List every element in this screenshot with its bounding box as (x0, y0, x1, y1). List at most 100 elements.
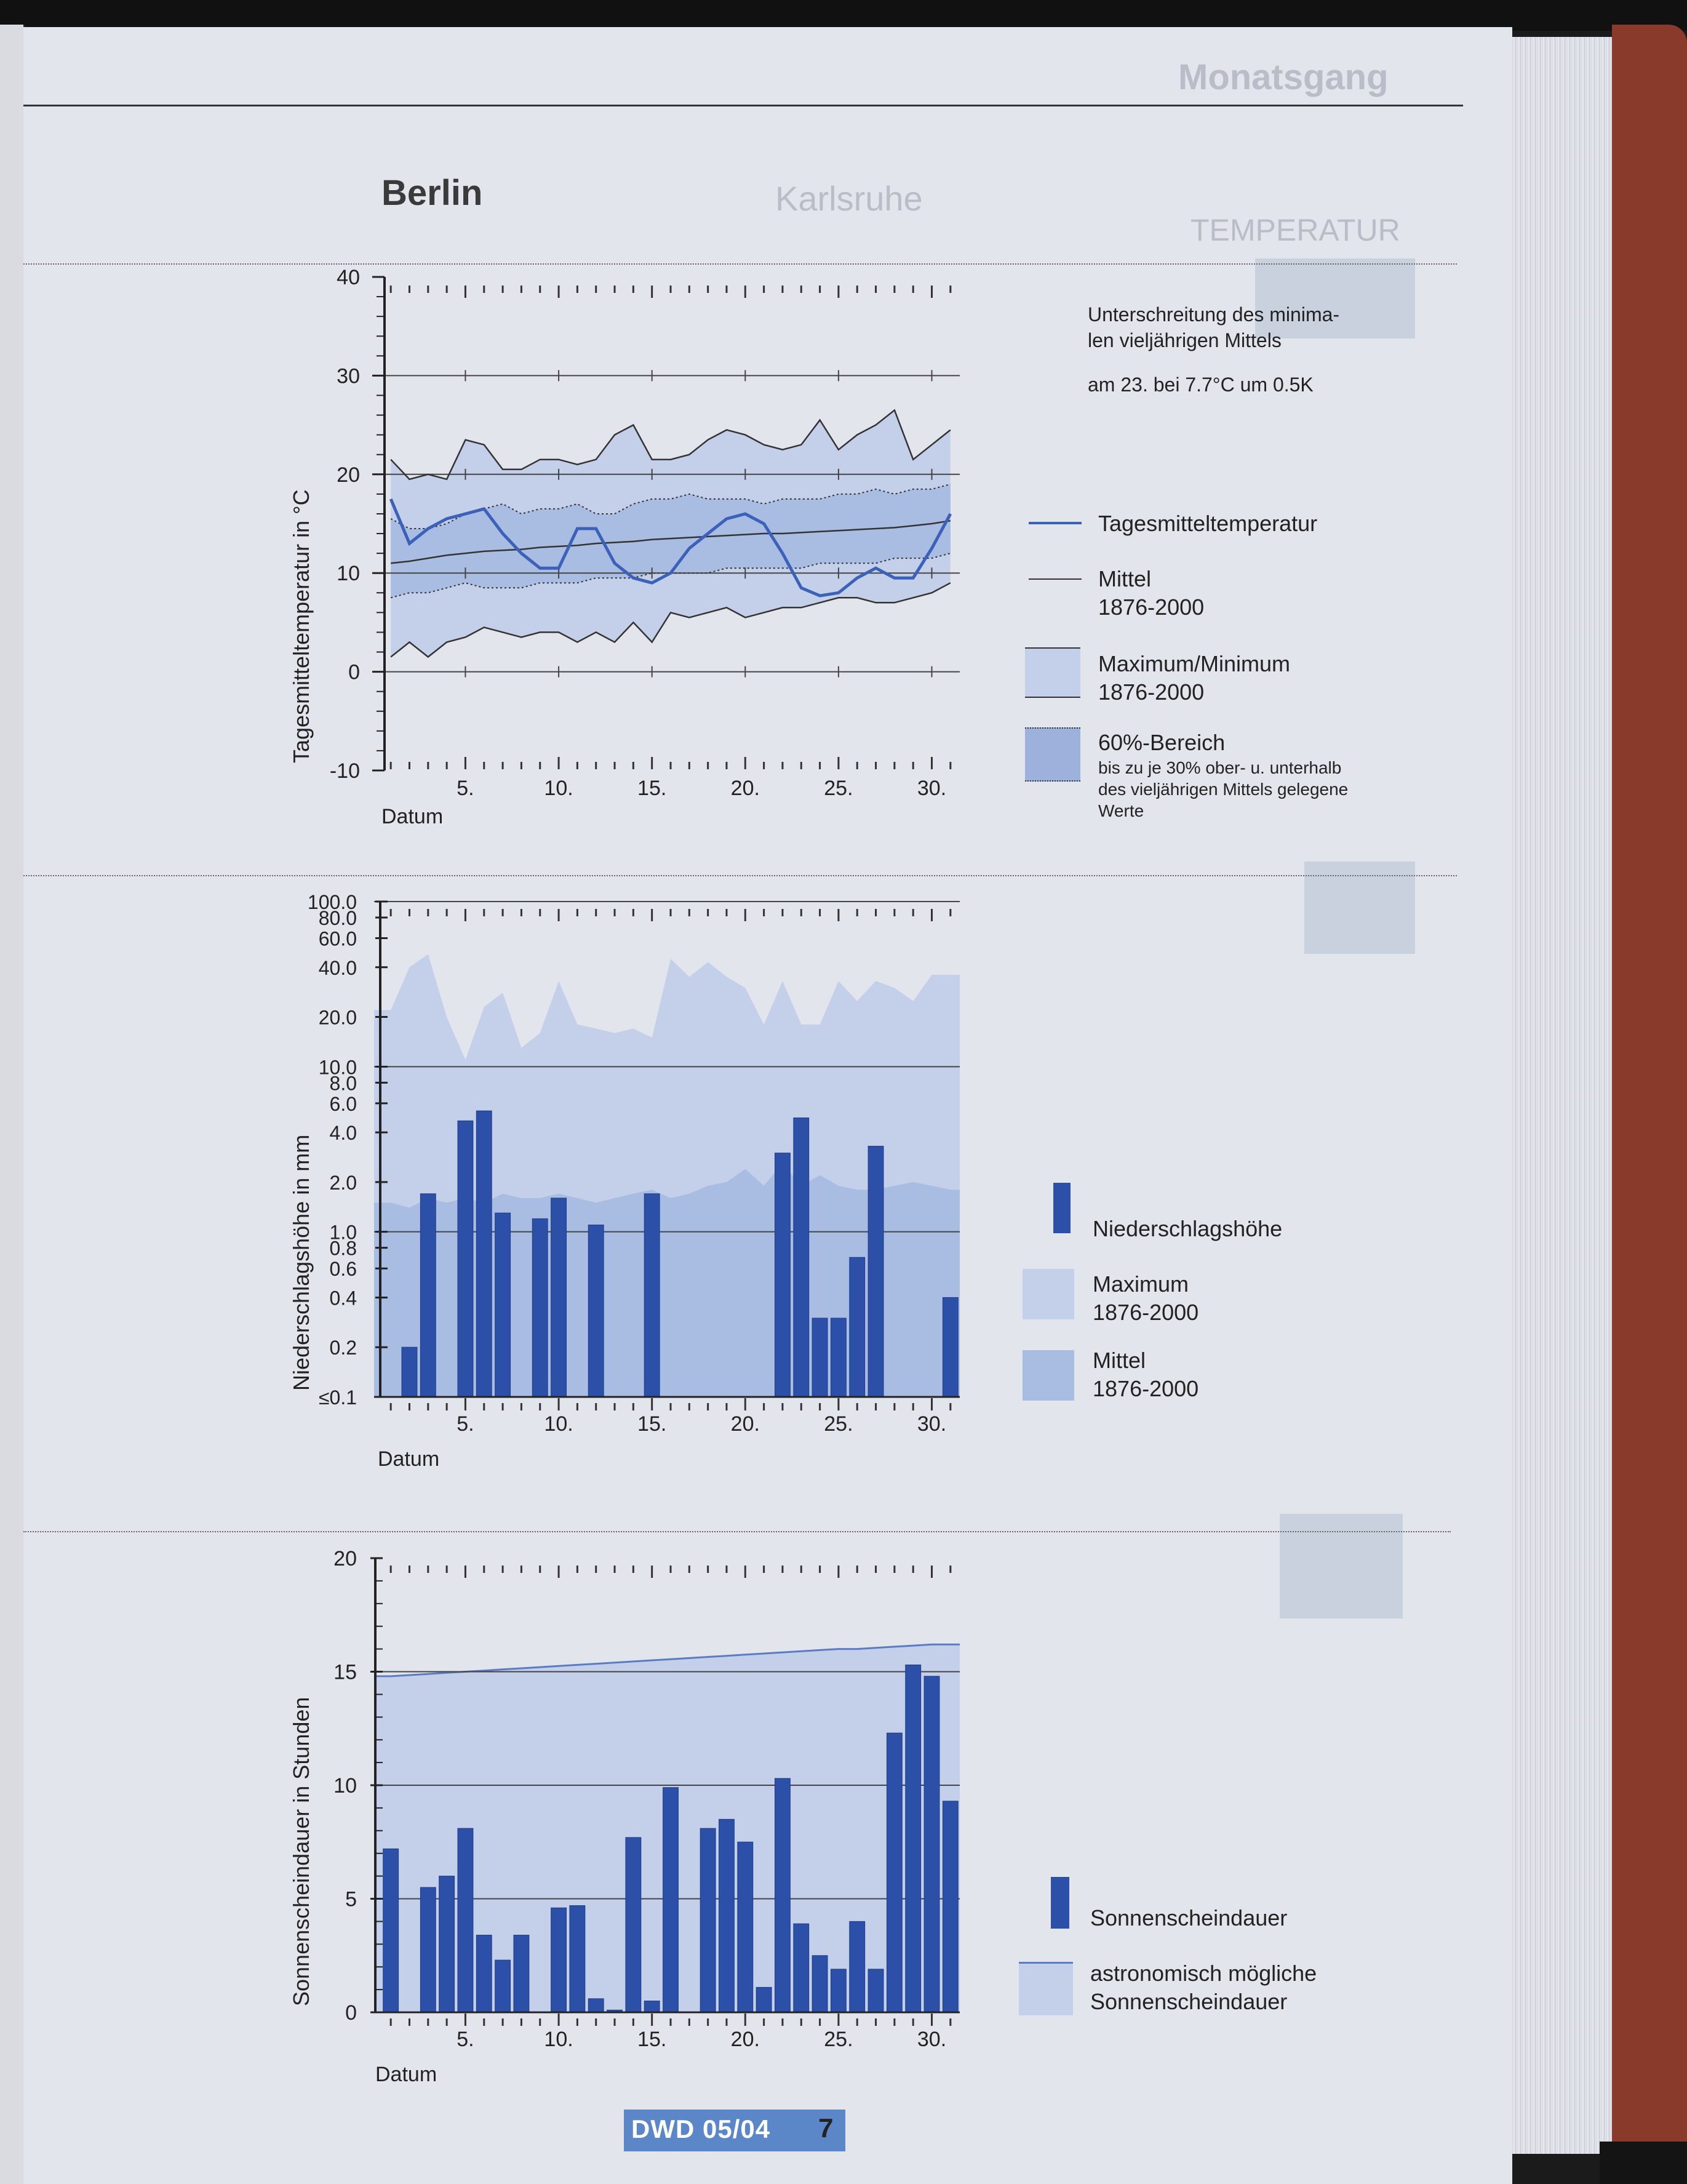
max-line (390, 409, 951, 481)
sun-ytick-label: 20 (333, 1547, 357, 1570)
legend-prec-swatch (1053, 1183, 1071, 1233)
legend-band-desc-line2: des vieljährigen Mittels gelegene (1098, 780, 1349, 799)
sun-bar (942, 1801, 959, 2013)
header-rule (23, 105, 1463, 106)
sun-bar (867, 1969, 884, 2013)
ghost-section: TEMPERATUR (1190, 213, 1400, 247)
footer-badge (624, 2110, 845, 2151)
sun-bar (457, 1828, 474, 2013)
prec-xtick-label: 30. (917, 1412, 946, 1436)
sun-xtick-label: 30. (917, 2028, 946, 2051)
sun-bar (476, 1935, 492, 2013)
temp-xtick-label: 10. (544, 777, 573, 800)
header-title: Monatsgang (1178, 57, 1389, 97)
divider-3 (23, 1531, 1451, 1532)
background-bottom-right (1600, 2142, 1687, 2184)
sun-bar (719, 1818, 735, 2013)
sun-bar (905, 1664, 922, 2013)
legend-prec-max-swatch (1023, 1269, 1074, 1319)
prec-ytick-label: 100.0 (308, 891, 357, 913)
prec-ytick-label: 0.2 (330, 1337, 357, 1359)
min-line (390, 582, 951, 658)
sun-xtick-label: 5. (457, 2028, 474, 2051)
legend-maxmin-label: Maximum/Minimum 1876-2000 (1098, 651, 1291, 705)
prec-bar (551, 1198, 567, 1398)
prec-xtick-label: 25. (824, 1412, 853, 1436)
legend-sun-astro-label: astronomisch mögliche Sonnenscheindauer (1090, 1961, 1317, 2014)
legend-daily-swatch (1029, 522, 1082, 524)
sun-bar (923, 1676, 940, 2013)
page-number: 7 (818, 2113, 834, 2143)
sun-bar (700, 1828, 716, 2013)
legend-mean-label: Mittel 1876-2000 (1098, 566, 1205, 620)
ghost-box-3 (1280, 1514, 1403, 1618)
sun-xlabel: Datum (375, 2063, 437, 2086)
temp-xtick-label: 15. (637, 777, 666, 800)
ghost-city: Karlsruhe (775, 179, 923, 218)
prec-ytick-label: 0.4 (330, 1287, 357, 1309)
legend-prec-mean-swatch (1023, 1350, 1074, 1401)
legend-mean-swatch (1029, 578, 1082, 580)
prec-xtick-label: 20. (731, 1412, 760, 1436)
temp-ytick-label: 40 (337, 266, 360, 289)
book-cover (1612, 25, 1687, 2166)
prec-xlabel: Datum (378, 1447, 439, 1471)
sun-bar (849, 1921, 866, 2013)
temp-xtick-label: 5. (457, 777, 474, 800)
sun-bar (513, 1935, 530, 2013)
legend-maxmin-swatch (1025, 647, 1080, 698)
temp-xtick-label: 30. (917, 777, 946, 800)
prec-bar (401, 1346, 418, 1398)
left-page-edge (0, 25, 25, 2184)
sun-ylabel: Sonnenscheindauer in Stunden (289, 1697, 314, 2006)
city-title: Berlin (381, 173, 483, 213)
sun-bar (775, 1778, 791, 2013)
temp-note-line1: Unterschreitung des minima- (1088, 303, 1340, 326)
sun-xtick-label: 15. (637, 2028, 666, 2051)
sun-bar (495, 1959, 511, 2013)
prec-ytick-label: 80.0 (319, 907, 357, 929)
sun-xtick-label: 10. (544, 2028, 573, 2051)
prec-xtick-label: 5. (457, 1412, 474, 1436)
prec-bar (420, 1193, 436, 1398)
prec-bar (812, 1318, 828, 1398)
daily-temp-line (389, 498, 952, 598)
divider-1 (23, 263, 1457, 265)
prec-ytick-label: 1.0 (330, 1222, 357, 1244)
background-top (0, 0, 1687, 31)
temp-xtick-label: 20. (731, 777, 760, 800)
precipitation-chart: ≤0.1 0.2 0.4 0.60.81.0 2.0 4.0 6.08.010.0 20.0 4… (289, 891, 960, 1471)
sun-bar (588, 1998, 604, 2013)
sunshine-chart: 0 5 10 15 20 5. 10. 15. 20. 25. 30. Datum Sonnensche… (289, 1547, 960, 2086)
prec-bar (588, 1225, 604, 1398)
prec-ytick-label: 6.0 (330, 1093, 357, 1115)
page-edges (1512, 37, 1617, 2154)
sun-ytick-label: 15 (333, 1661, 357, 1684)
prec-bar (495, 1212, 511, 1398)
sun-bar (551, 1907, 567, 2013)
sun-bar (793, 1923, 810, 2013)
legend-sun-label: Sonnenscheindauer (1090, 1905, 1288, 1930)
temp-ytick-label: 10 (337, 562, 360, 585)
sun-bar (737, 1841, 754, 2013)
sun-bar (439, 1876, 455, 2013)
prec-bar (457, 1120, 474, 1398)
temp-note-line3: am 23. bei 7.7°C um 0.5K (1088, 374, 1314, 396)
prec-ylabel: Niederschlagshöhe in mm (289, 1135, 314, 1391)
prec-ytick-label: 10.0 (319, 1056, 357, 1078)
ghost-box-1 (1255, 258, 1415, 338)
sun-bar (420, 1887, 436, 2013)
temp-xtick-label: 25. (824, 777, 853, 800)
divider-2 (23, 875, 1457, 876)
prec-ytick-label: 40.0 (319, 957, 357, 979)
temp-note: Unterschreitung des minima- len vieljähr… (1088, 302, 1339, 398)
sun-bar (886, 1732, 903, 2013)
temp-ytick-label: 0 (348, 661, 360, 684)
sun-bar (644, 2001, 660, 2013)
sun-bar (812, 1955, 828, 2013)
sun-bar (383, 1848, 399, 2013)
prec-ytick-label: 20.0 (319, 1007, 357, 1029)
prec-xtick-label: 15. (637, 1412, 666, 1436)
legend-band-title: 60%-Bereich (1098, 730, 1226, 755)
